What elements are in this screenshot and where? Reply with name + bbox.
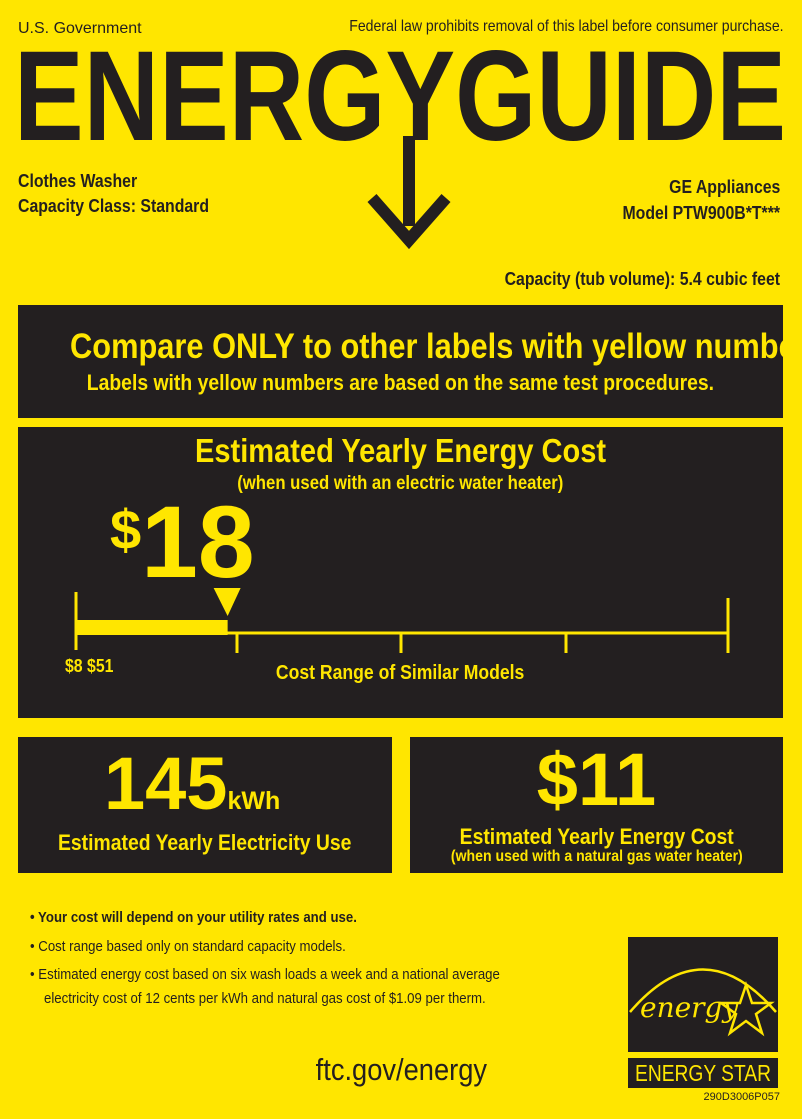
compare-subheading: Labels with yellow numbers are based on …	[86, 370, 715, 395]
cost-range-scale	[74, 588, 730, 653]
main-cost-subtitle: (when used with an electric water heater…	[237, 473, 564, 494]
electricity-box: 145kWh Estimated Yearly Electricity Use	[18, 737, 392, 873]
compare-heading: Compare ONLY to other labels with yellow…	[70, 327, 802, 366]
compare-box: Compare ONLY to other labels with yellow…	[18, 305, 802, 418]
cost-marker-triangle	[213, 588, 241, 616]
removal-notice: Federal law prohibits removal of this la…	[349, 18, 784, 35]
main-cost-value: $18	[110, 485, 255, 599]
main-cost-title: Estimated Yearly Energy Cost	[194, 432, 607, 469]
label-code: 290D3006P057	[703, 1091, 780, 1103]
range-limits: $8 $51	[65, 656, 114, 676]
brand: GE Appliances	[668, 177, 780, 197]
energy-star-icon: energy ENERGY STAR	[628, 937, 778, 1088]
electricity-label: Estimated Yearly Electricity Use	[58, 830, 352, 855]
issuer: U.S. Government	[18, 20, 142, 37]
svg-text:energy: energy	[640, 991, 739, 1024]
gas-cost-value: $11	[536, 738, 657, 821]
note-item-continued: electricity cost of 12 cents per kWh and…	[44, 990, 486, 1007]
model-number: Model PTW900B*T***	[622, 203, 780, 223]
range-label: Cost Range of Similar Models	[276, 662, 525, 684]
capacity-class: Capacity Class: Standard	[18, 196, 210, 216]
ftc-url[interactable]: ftc.gov/energy	[315, 1052, 487, 1087]
main-cost-box: Estimated Yearly Energy Cost (when used …	[18, 427, 783, 718]
arrow-down-icon	[367, 136, 451, 250]
scale-fill-bar	[76, 620, 228, 635]
product-type: Clothes Washer	[18, 171, 138, 191]
note-item: • Your cost will depend on your utility …	[30, 909, 357, 926]
energy-star-logo: energy ENERGY STAR	[628, 937, 778, 1088]
electricity-value: 145kWh	[104, 742, 281, 825]
svg-text:ENERGY STAR: ENERGY STAR	[635, 1060, 771, 1086]
energyguide-logo: ENERGYGUIDE	[14, 40, 786, 250]
note-item: • Cost range based only on standard capa…	[30, 938, 346, 955]
gas-cost-label: Estimated Yearly Energy Cost	[459, 824, 734, 849]
gas-cost-box: $11 Estimated Yearly Energy Cost (when u…	[410, 737, 783, 873]
capacity: Capacity (tub volume): 5.4 cubic feet	[504, 269, 780, 289]
note-item: • Estimated energy cost based on six was…	[30, 966, 500, 983]
gas-cost-sublabel: (when used with a natural gas water heat…	[450, 848, 743, 865]
energyguide-title: ENERGYGUIDE	[14, 40, 786, 168]
